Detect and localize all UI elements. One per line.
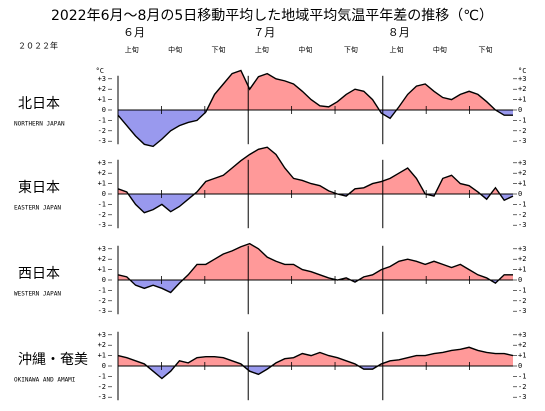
y-tick-label: -3 [98,221,106,229]
y-tick-label: 0 [102,362,106,370]
decade-label: 下旬 [212,45,226,54]
decade-label: 下旬 [478,45,492,54]
decade-label: 上旬 [389,45,403,54]
decade-label: 下旬 [344,45,358,54]
positive-area [118,347,513,366]
y-tick-label: -1 [98,372,106,380]
decade-label: 上旬 [255,45,269,54]
month-label: ７月 [253,26,275,39]
unit-label: °C [518,67,526,75]
negative-area [118,280,513,293]
y-tick-label: -3 [518,221,526,229]
region-label: 北日本 [18,96,60,112]
y-tick-label: +3 [98,331,106,339]
y-tick-label: -2 [518,211,526,219]
region-subtitle: EASTERN JAPAN [14,205,61,212]
y-tick-label: -1 [518,372,526,380]
y-tick-label: -3 [518,393,526,401]
y-tick-label: +1 [98,180,106,188]
y-tick-label: +1 [98,266,106,274]
y-tick-label: -2 [98,383,106,391]
region-label: 西日本 [18,266,60,282]
y-tick-label: +2 [98,255,106,263]
year-label: ２０２２年 [18,41,58,51]
decade-label: 中旬 [433,45,447,54]
y-tick-label: 0 [518,362,522,370]
y-tick-label: +3 [98,245,106,253]
region-subtitle: OKINAWA AND AMAMI [14,377,76,384]
y-tick-label: -1 [518,200,526,208]
y-tick-label: +1 [518,352,526,360]
y-tick-label: 0 [102,106,106,114]
decade-label: 中旬 [168,45,182,54]
chart-title: 2022年6月～8月の5日移動平均した地域平均気温平年差の推移（℃） [51,8,493,24]
y-tick-label: +1 [98,96,106,104]
y-tick-label: +2 [98,85,106,93]
y-tick-label: -3 [518,307,526,315]
y-tick-label: -1 [518,116,526,124]
y-tick-label: +1 [518,96,526,104]
y-tick-label: +3 [518,245,526,253]
decade-label: 上旬 [125,45,139,54]
y-tick-label: +1 [518,266,526,274]
y-tick-label: +3 [518,331,526,339]
y-tick-label: 0 [518,190,522,198]
y-tick-label: -1 [518,286,526,294]
positive-area [118,147,513,194]
y-tick-label: -3 [518,137,526,145]
y-tick-label: +3 [518,75,526,83]
y-tick-label: -1 [98,116,106,124]
negative-area [118,366,513,379]
positive-area [118,70,513,110]
data-line [117,242,513,294]
region-label: 沖縄・奄美 [18,352,88,368]
y-tick-label: +3 [98,75,106,83]
negative-area [118,194,513,213]
y-tick-label: -2 [98,127,106,135]
y-tick-label: +3 [98,159,106,167]
month-label: ６月 [123,26,145,39]
y-tick-label: 0 [518,106,522,114]
y-tick-label: 0 [518,276,522,284]
y-tick-label: -2 [518,383,526,391]
y-tick-label: +2 [518,85,526,93]
data-line [117,69,513,148]
y-tick-label: 0 [102,276,106,284]
y-tick-label: -2 [518,127,526,135]
y-tick-label: +2 [98,169,106,177]
y-tick-label: -2 [98,297,106,305]
y-tick-label: +1 [518,180,526,188]
month-label: ８月 [388,26,410,39]
y-tick-label: -2 [518,297,526,305]
y-tick-label: -3 [98,137,106,145]
region-label: 東日本 [18,180,60,196]
y-tick-label: -1 [98,200,106,208]
y-tick-label: -3 [98,307,106,315]
y-tick-label: +2 [98,341,106,349]
data-line [117,146,514,214]
y-tick-label: +2 [518,169,526,177]
data-line [117,346,514,380]
y-tick-label: -3 [98,393,106,401]
y-tick-label: +2 [518,255,526,263]
y-tick-label: 0 [102,190,106,198]
y-tick-label: +1 [98,352,106,360]
unit-label: °C [96,67,104,75]
region-subtitle: WESTERN JAPAN [14,291,61,298]
decade-label: 中旬 [298,45,312,54]
region-subtitle: NORTHERN JAPAN [14,121,65,128]
y-tick-label: +3 [518,159,526,167]
y-tick-label: +2 [518,341,526,349]
y-tick-label: -1 [98,286,106,294]
positive-area [118,243,513,280]
y-tick-label: -2 [98,211,106,219]
